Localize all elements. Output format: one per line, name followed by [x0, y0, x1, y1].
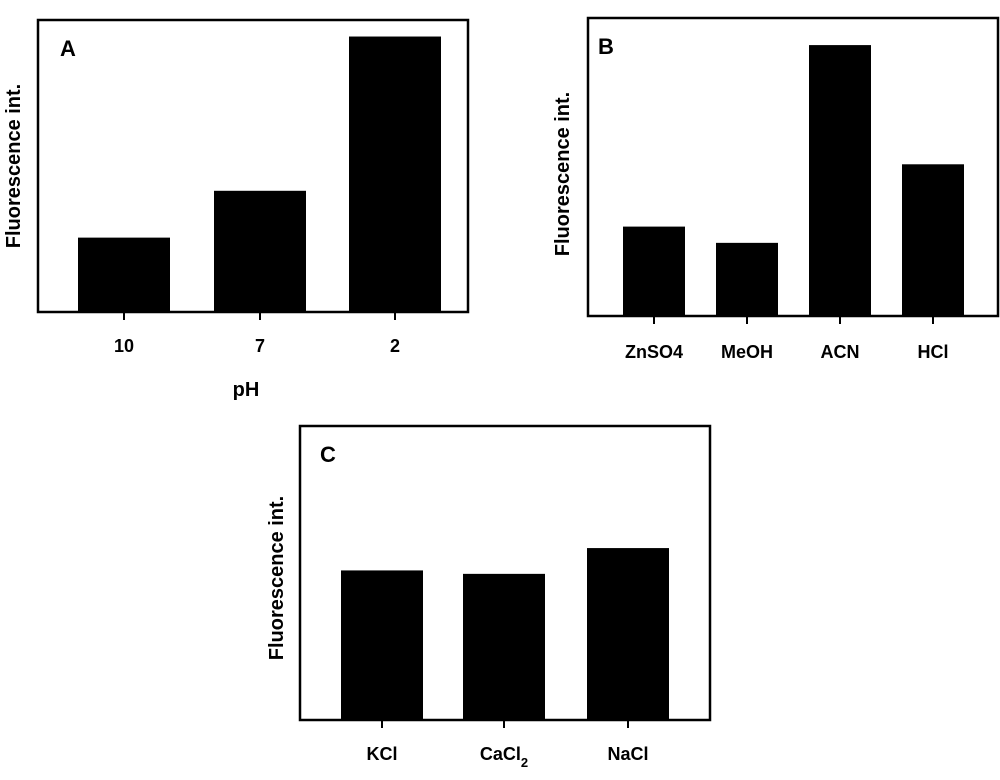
- panel-c-y-axis-label: Fluorescence int.: [266, 496, 288, 661]
- panel-a-x-tick-label-1: 10: [114, 336, 134, 356]
- panel-a-y-axis-label: Fluorescence int.: [3, 84, 25, 249]
- panel-b-bar-4: [902, 164, 964, 316]
- panel-b-x-tick-label-3: ACN: [821, 342, 860, 362]
- panel-a-x-tick-label-2: 7: [255, 336, 265, 356]
- panel-a-bar-3: [349, 36, 441, 313]
- panel-c-bar-3: [587, 548, 669, 720]
- panel-b: B Fluorescence int. ZnSO4 MeOH ACN HCl: [552, 16, 1000, 362]
- panel-a-x-axis-label: pH: [233, 379, 260, 401]
- panel-b-x-tick-label-1: ZnSO4: [625, 342, 683, 362]
- panel-c-letter: C: [320, 442, 336, 467]
- panel-b-bar-3: [809, 45, 871, 316]
- panel-a-letter: A: [60, 36, 76, 61]
- panel-a: A Fluorescence int. pH 10 7 2: [3, 18, 470, 401]
- panel-c-x-tick-label-3: NaCl: [607, 744, 648, 764]
- panel-c-bar-1: [341, 570, 423, 720]
- panel-b-x-tick-label-4: HCl: [918, 342, 949, 362]
- panel-b-x-tick-label-2: MeOH: [721, 342, 773, 362]
- panel-c-bar-2: [463, 573, 545, 720]
- panel-c: C Fluorescence int. KCl CaCl2 NaCl: [266, 424, 712, 770]
- panel-b-frame: [586, 16, 1000, 318]
- panel-b-bar-2: [716, 242, 778, 316]
- panel-c-x-tick-label-2: CaCl2: [480, 744, 528, 770]
- panel-a-x-tick-label-3: 2: [390, 336, 400, 356]
- panel-b-letter: B: [598, 34, 614, 59]
- panel-c-x-tick-label-1: KCl: [367, 744, 398, 764]
- panel-a-bar-2: [214, 190, 306, 312]
- panel-b-bar-1: [623, 226, 685, 316]
- panel-b-y-axis-label: Fluorescence int.: [552, 92, 574, 257]
- panel-a-bar-1: [78, 237, 170, 312]
